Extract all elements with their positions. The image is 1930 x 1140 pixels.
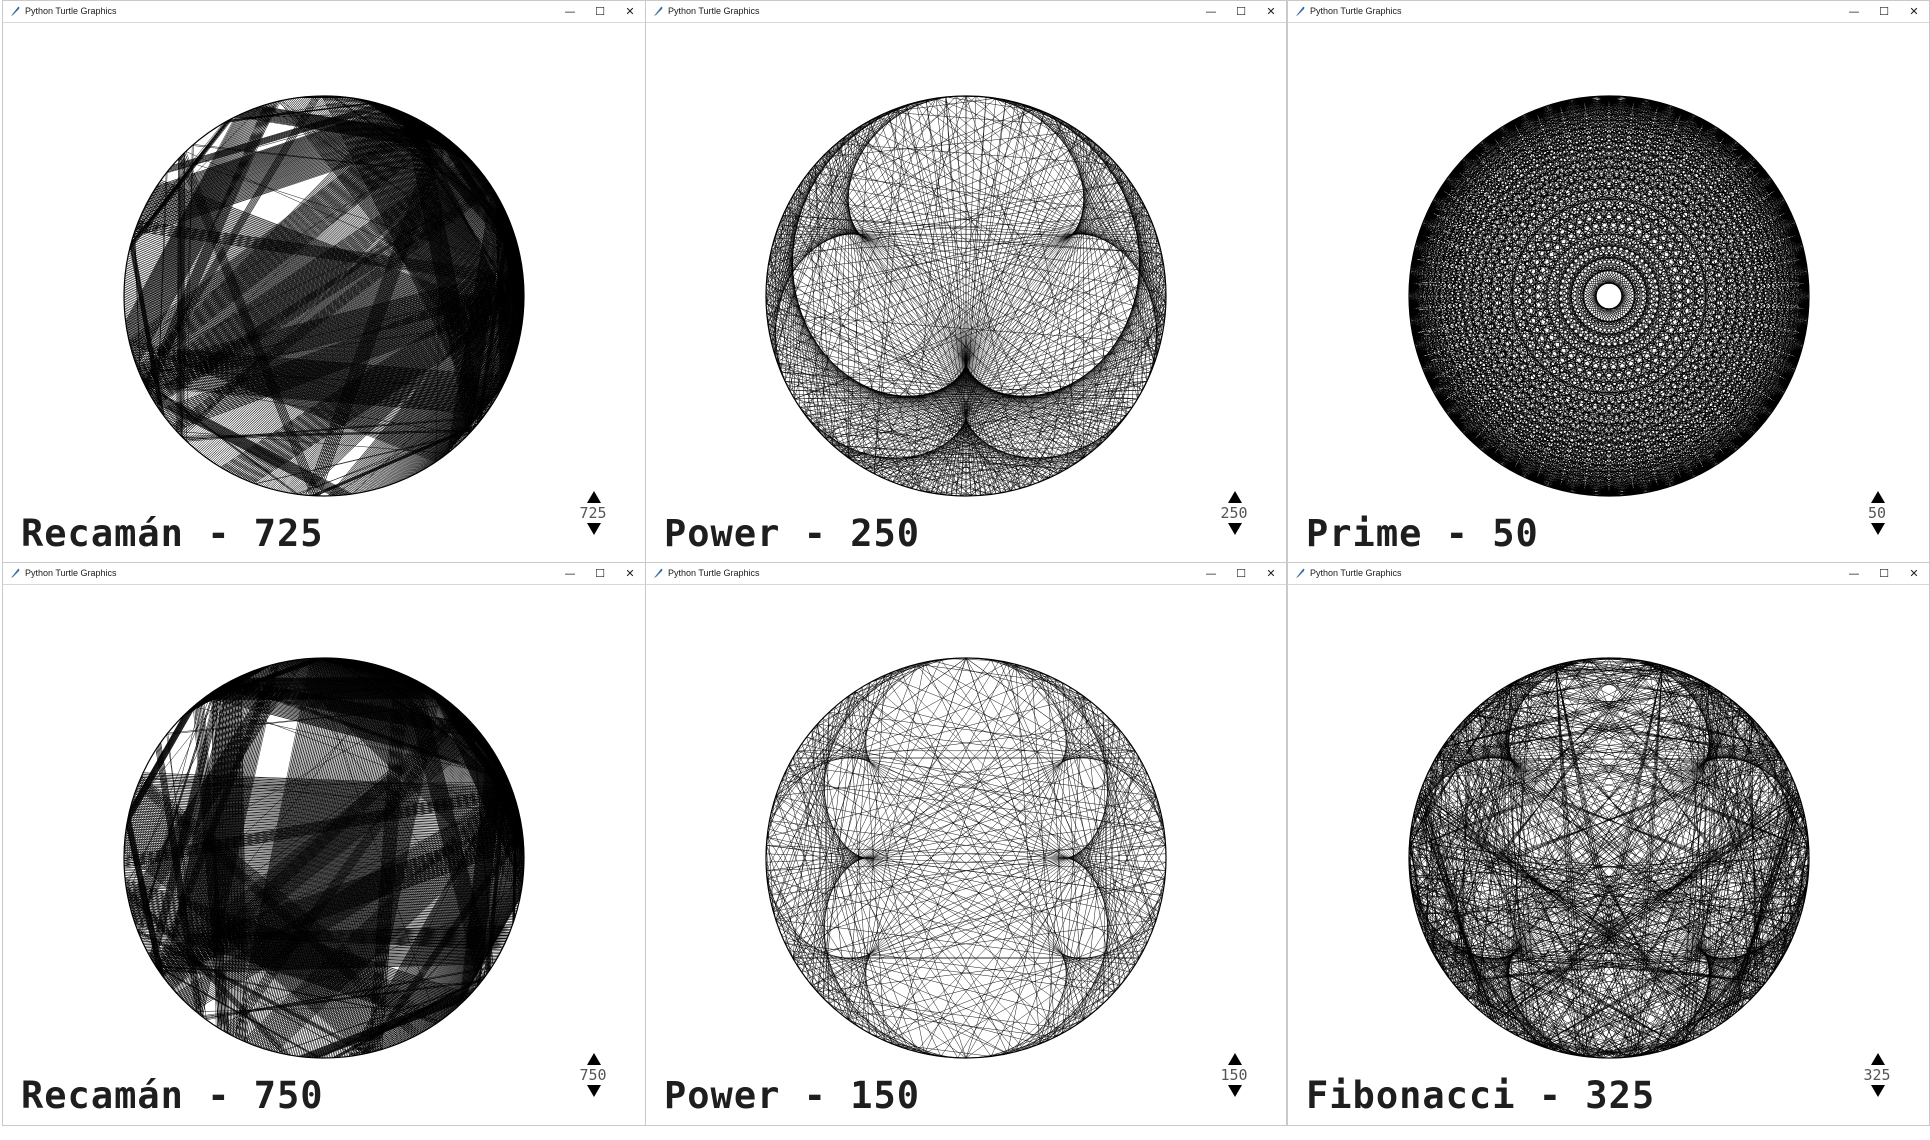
outer-circle (1407, 657, 1810, 1059)
turtle-window-power-250: Python Turtle Graphics — ☐ ✕ Power - 250… (645, 0, 1287, 564)
minimize-button[interactable]: — (564, 566, 576, 580)
turtle-canvas[interactable]: Recamán - 725 725 (3, 23, 645, 563)
close-button[interactable]: ✕ (1909, 566, 1919, 580)
spinner-value[interactable]: 150 (1220, 1066, 1248, 1084)
sequence-label: Recamán - 750 (21, 1074, 324, 1117)
turtle-window-power-150: Python Turtle Graphics — ☐ ✕ Power - 150… (645, 562, 1287, 1126)
python-feather-icon (654, 568, 663, 578)
n-spinner[interactable]: 150 (1216, 1053, 1252, 1097)
outer-circle (1407, 95, 1810, 497)
spinner-value[interactable]: 725 (579, 504, 607, 522)
spinner-up-arrow-icon[interactable] (587, 491, 601, 503)
maximize-button[interactable]: ☐ (1236, 4, 1246, 18)
turtle-canvas[interactable]: Recamán - 750 750 (3, 585, 645, 1125)
title-bar[interactable]: Python Turtle Graphics — ☐ ✕ (646, 563, 1286, 585)
window-title: Python Turtle Graphics (1310, 6, 1402, 16)
minimize-button[interactable]: — (1848, 566, 1860, 580)
minimize-button[interactable]: — (1205, 4, 1217, 18)
turtle-window-fibonacci-325: Python Turtle Graphics — ☐ ✕ Fibonacci -… (1287, 562, 1930, 1126)
n-spinner[interactable]: 50 (1859, 491, 1895, 535)
close-button[interactable]: ✕ (1266, 566, 1276, 580)
python-feather-icon (1296, 6, 1305, 16)
string-art-chords (765, 95, 1167, 497)
spinner-down-arrow-icon[interactable] (1228, 1085, 1242, 1097)
string-art-chords (765, 657, 1167, 1059)
n-spinner[interactable]: 725 (575, 491, 611, 535)
string-art-chords (123, 95, 525, 497)
minimize-button[interactable]: — (564, 4, 576, 18)
title-bar[interactable]: Python Turtle Graphics — ☐ ✕ (1288, 1, 1929, 23)
window-title: Python Turtle Graphics (25, 6, 117, 16)
modular-circle-art (1407, 657, 1810, 1059)
outer-circle (123, 657, 525, 1059)
python-feather-icon (11, 568, 20, 578)
close-button[interactable]: ✕ (1909, 4, 1919, 18)
turtle-canvas[interactable]: Power - 150 150 (646, 585, 1286, 1125)
window-title: Python Turtle Graphics (1310, 568, 1402, 578)
outer-circle (765, 95, 1167, 497)
sequence-label: Fibonacci - 325 (1306, 1074, 1656, 1117)
spinner-up-arrow-icon[interactable] (1871, 491, 1885, 503)
spinner-down-arrow-icon[interactable] (1871, 523, 1885, 535)
python-feather-icon (1296, 568, 1305, 578)
sequence-label: Prime - 50 (1306, 512, 1539, 555)
spinner-value[interactable]: 50 (1867, 504, 1887, 522)
string-art-chords (1408, 657, 1809, 1059)
minimize-button[interactable]: — (1205, 566, 1217, 580)
close-button[interactable]: ✕ (625, 566, 635, 580)
outer-circle (765, 657, 1167, 1059)
spinner-value[interactable]: 750 (579, 1066, 607, 1084)
turtle-window-recaman-750: Python Turtle Graphics — ☐ ✕ Recamán - 7… (2, 562, 646, 1126)
maximize-button[interactable]: ☐ (595, 566, 605, 580)
close-button[interactable]: ✕ (1266, 4, 1276, 18)
modular-circle-art (1407, 95, 1810, 497)
turtle-window-prime-50: Python Turtle Graphics — ☐ ✕ Prime - 50 … (1287, 0, 1930, 564)
sequence-label: Power - 250 (664, 512, 921, 555)
maximize-button[interactable]: ☐ (1236, 566, 1246, 580)
maximize-button[interactable]: ☐ (595, 4, 605, 18)
string-art-chords (1408, 95, 1809, 497)
spinner-up-arrow-icon[interactable] (1228, 491, 1242, 503)
turtle-canvas[interactable]: Fibonacci - 325 325 (1288, 585, 1929, 1125)
outer-circle (123, 95, 525, 497)
python-feather-icon (11, 6, 20, 16)
title-bar[interactable]: Python Turtle Graphics — ☐ ✕ (3, 563, 645, 585)
spinner-down-arrow-icon[interactable] (1871, 1085, 1885, 1097)
spinner-down-arrow-icon[interactable] (1228, 523, 1242, 535)
spinner-up-arrow-icon[interactable] (587, 1053, 601, 1065)
window-title: Python Turtle Graphics (668, 6, 760, 16)
title-bar[interactable]: Python Turtle Graphics — ☐ ✕ (646, 1, 1286, 23)
maximize-button[interactable]: ☐ (1879, 4, 1889, 18)
spinner-up-arrow-icon[interactable] (1871, 1053, 1885, 1065)
title-bar[interactable]: Python Turtle Graphics — ☐ ✕ (1288, 563, 1929, 585)
sequence-label: Recamán - 725 (21, 512, 324, 555)
spinner-up-arrow-icon[interactable] (1228, 1053, 1242, 1065)
modular-circle-art (765, 657, 1167, 1059)
turtle-canvas[interactable]: Power - 250 250 (646, 23, 1286, 563)
modular-circle-art (123, 95, 525, 497)
string-art-chords (123, 657, 525, 1059)
turtle-canvas[interactable]: Prime - 50 50 (1288, 23, 1929, 563)
python-feather-icon (654, 6, 663, 16)
window-title: Python Turtle Graphics (25, 568, 117, 578)
n-spinner[interactable]: 750 (575, 1053, 611, 1097)
spinner-value[interactable]: 325 (1863, 1066, 1891, 1084)
minimize-button[interactable]: — (1848, 4, 1860, 18)
title-bar[interactable]: Python Turtle Graphics — ☐ ✕ (3, 1, 645, 23)
n-spinner[interactable]: 325 (1859, 1053, 1895, 1097)
window-title: Python Turtle Graphics (668, 568, 760, 578)
turtle-window-recaman-725: Python Turtle Graphics — ☐ ✕ Recamán - 7… (2, 0, 646, 564)
close-button[interactable]: ✕ (625, 4, 635, 18)
sequence-label: Power - 150 (664, 1074, 921, 1117)
maximize-button[interactable]: ☐ (1879, 566, 1889, 580)
spinner-value[interactable]: 250 (1220, 504, 1248, 522)
modular-circle-art (765, 95, 1167, 497)
n-spinner[interactable]: 250 (1216, 491, 1252, 535)
modular-circle-art (123, 657, 525, 1059)
spinner-down-arrow-icon[interactable] (587, 523, 601, 535)
spinner-down-arrow-icon[interactable] (587, 1085, 601, 1097)
